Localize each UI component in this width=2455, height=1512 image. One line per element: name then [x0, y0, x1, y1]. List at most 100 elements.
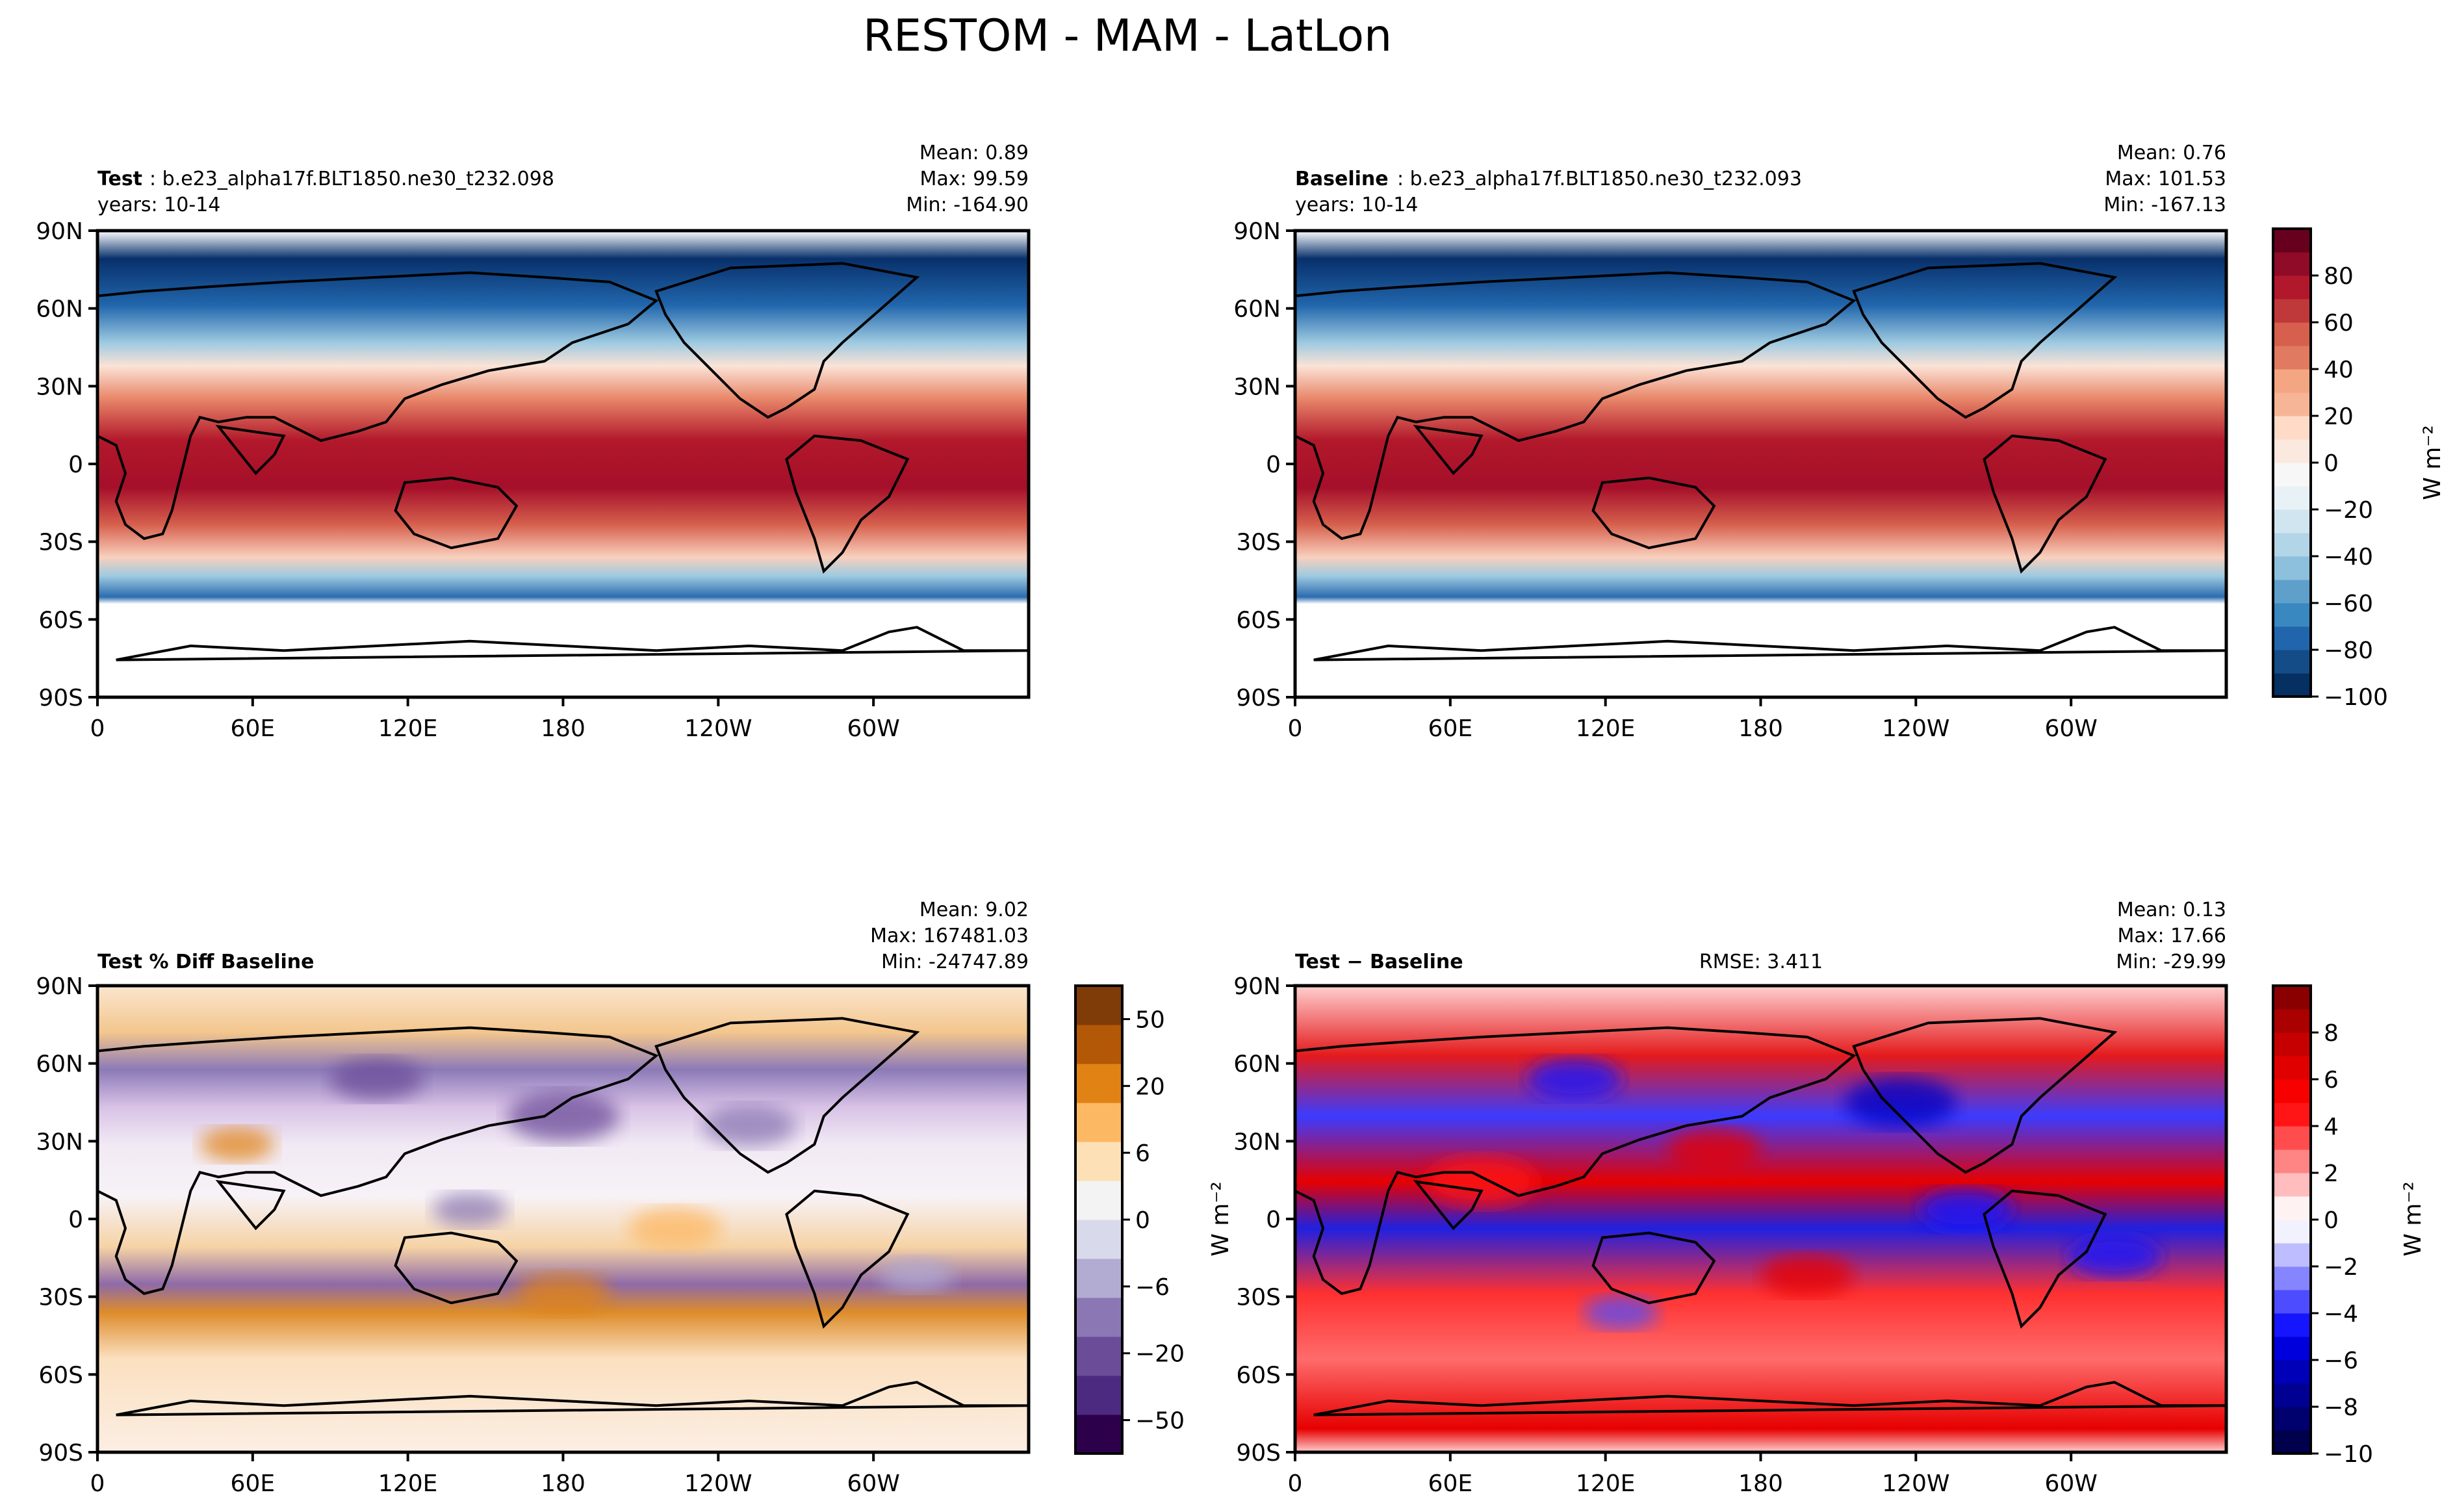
x-tick-label: 180	[1738, 715, 1783, 742]
colorbar-swatch	[1075, 1415, 1122, 1454]
colorbar-swatch	[2273, 463, 2311, 487]
panel-label-bold: Test	[97, 168, 142, 190]
anomaly-region	[628, 1207, 722, 1249]
colorbar-swatch	[2273, 299, 2311, 323]
colorbar-tick-label: −20	[1135, 1341, 1185, 1368]
colorbar-swatch	[2273, 322, 2311, 346]
colorbar: 80 60 40 20 0 −20 −40 −60 −80 −100	[2272, 227, 2388, 711]
x-tick-label: 60W	[847, 715, 899, 742]
field-fill	[97, 231, 1029, 697]
colorbar-swatch	[2273, 1126, 2311, 1150]
colorbar-swatch	[2273, 416, 2311, 440]
colorbar-swatch	[2273, 369, 2311, 393]
colorbar-tick-label: −100	[2324, 684, 2388, 711]
anomaly-region	[516, 1272, 610, 1315]
anomaly-region	[330, 1058, 424, 1100]
x-tick-label: 120W	[1882, 715, 1949, 742]
colorbar-swatch	[2273, 252, 2311, 276]
stat-mean: Mean: 0.13	[2117, 899, 2226, 921]
colorbar-swatch	[1075, 1103, 1122, 1142]
colorbar-swatch	[1075, 986, 1122, 1025]
y-tick-label: 60S	[1236, 607, 1281, 634]
stat-min: Min: -29.99	[2116, 951, 2226, 973]
y-tick-label: 30S	[38, 530, 83, 556]
y-tick-label: 0	[68, 452, 83, 478]
x-tick-label: 180	[1738, 1470, 1783, 1497]
colorbar-tick-label: −4	[2324, 1301, 2358, 1327]
panel-label-bold: Test − Baseline	[1295, 951, 1463, 973]
colorbar-swatch	[1075, 1025, 1122, 1064]
stat-mean: Mean: 9.02	[919, 899, 1029, 921]
stat-max: Max: 101.53	[2105, 168, 2226, 190]
colorbar-swatch	[2273, 1266, 2311, 1290]
y-tick-label: 0	[1266, 1207, 1281, 1233]
colorbar-swatch	[2273, 439, 2311, 463]
anomaly-region	[1919, 1188, 2012, 1231]
x-tick-label: 120W	[684, 715, 752, 742]
colorbar-swatch	[2273, 1430, 2311, 1454]
colorbar-swatch	[1075, 1259, 1122, 1298]
colorbar-swatch	[2273, 1056, 2311, 1080]
panel-baseline: Baseline : b.e23_alpha17f.BLT1850.ne30_t…	[1233, 142, 2446, 742]
colorbar-tick-label: −10	[2324, 1441, 2373, 1468]
colorbar-label: W m⁻²	[2419, 425, 2446, 500]
x-tick-label: 60E	[1428, 1470, 1473, 1497]
colorbar-swatch	[2273, 1337, 2311, 1361]
y-tick-label: 60N	[1233, 296, 1281, 323]
colorbar-swatch	[2273, 1407, 2311, 1431]
x-tick-label: 60W	[2044, 1470, 2097, 1497]
colorbar: 8 6 4 2 0 −2 −4 −6 −8 −10	[2272, 984, 2373, 1468]
anomaly-region	[432, 1192, 508, 1227]
anomaly-region	[1425, 1156, 1537, 1207]
y-tick-label: 60N	[1233, 1051, 1281, 1078]
stat-mean: Mean: 0.76	[2117, 142, 2226, 164]
colorbar-swatch	[2273, 486, 2311, 510]
years-label: years: 10-14	[1295, 194, 1418, 216]
stat-min: Min: -164.90	[906, 194, 1029, 216]
anomaly-region	[2068, 1235, 2161, 1277]
colorbar-swatch	[1075, 1298, 1122, 1337]
colorbar-swatch	[1075, 1376, 1122, 1415]
anomaly-region	[199, 1127, 275, 1161]
colorbar-swatch	[2273, 1313, 2311, 1337]
colorbar-tick-label: 6	[1135, 1140, 1150, 1167]
colorbar-swatch	[2273, 1243, 2311, 1267]
colorbar-swatch	[2273, 673, 2311, 697]
colorbar-swatch	[2273, 392, 2311, 416]
map-plot-area: 0 60E 120E 180 120W 60W 90N 60N 30N 0 30S 60S 90S	[36, 973, 1031, 1497]
coastlines	[1294, 1017, 2227, 1416]
years-label: years: 10-14	[97, 194, 220, 216]
y-tick-label: 0	[1266, 452, 1281, 478]
anomaly-region	[702, 1105, 796, 1147]
y-tick-label: 90S	[38, 685, 83, 711]
colorbar-tick-label: 4	[2324, 1114, 2339, 1140]
x-tick-label: 60E	[231, 715, 276, 742]
colorbar-swatch	[2273, 1360, 2311, 1384]
colorbar-tick-label: −40	[2324, 544, 2373, 570]
y-tick-label: 90S	[38, 1440, 83, 1467]
anomaly-region	[1528, 1058, 1621, 1100]
panel-diff: Test − Baseline RMSE: 3.411 Mean: 0.13 M…	[1207, 899, 2426, 1497]
colorbar-tick-label: 20	[2324, 404, 2354, 430]
anomaly-region	[879, 1258, 955, 1292]
y-tick-label: 30S	[1236, 530, 1281, 556]
colorbar-tick-label: −60	[2324, 591, 2373, 617]
rmse-label: RMSE: 3.411	[1699, 951, 1823, 973]
x-tick-label: 60E	[231, 1470, 276, 1497]
colorbar-swatch	[2273, 603, 2311, 627]
anomaly-region	[1584, 1295, 1658, 1329]
x-tick-label: 180	[541, 1470, 585, 1497]
anomaly-region	[1760, 1253, 1854, 1296]
colorbar-tick-label: 50	[1135, 1006, 1165, 1033]
colorbar-swatch	[2273, 1173, 2311, 1197]
colorbar-label: W m⁻²	[2400, 1181, 2426, 1257]
y-tick-label: 60N	[36, 1051, 83, 1078]
colorbar-tick-label: −2	[2324, 1254, 2358, 1281]
stat-min: Min: -167.13	[2103, 194, 2226, 216]
colorbar-swatch	[1075, 1064, 1122, 1103]
colorbar-swatch	[2273, 1383, 2311, 1407]
coastlines	[96, 262, 1029, 661]
colorbar-swatch	[2273, 1079, 2311, 1103]
colorbar-swatch	[2273, 1196, 2311, 1220]
